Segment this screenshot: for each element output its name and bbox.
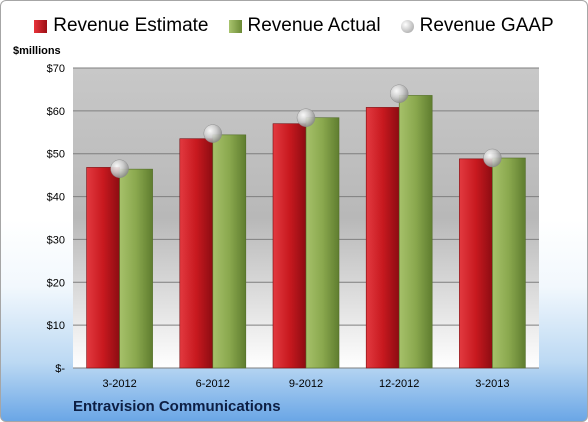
legend-item-actual: Revenue Actual — [228, 15, 381, 37]
marker-revenue-gaap — [389, 84, 409, 103]
marker-revenue-gaap — [110, 159, 129, 178]
y-tick-label: $40 — [47, 192, 65, 204]
y-tick-label: $50 — [47, 149, 65, 161]
legend-label-estimate: Revenue Estimate — [53, 15, 209, 36]
marker-revenue-gaap — [203, 124, 223, 143]
bar-revenue-actual — [398, 95, 433, 369]
legend-swatch-actual — [228, 19, 242, 33]
bar-revenue-estimate — [86, 167, 120, 369]
y-axis-unit-label: $millions — [13, 45, 61, 57]
bar-revenue-estimate — [179, 138, 214, 369]
bar-revenue-estimate — [459, 158, 493, 369]
legend-label-gaap: Revenue GAAP — [419, 15, 554, 36]
y-tick-label: $30 — [47, 234, 65, 246]
bar-series — [86, 95, 526, 369]
legend-label-actual: Revenue Actual — [247, 15, 381, 36]
x-tick-label: 12-2012 — [379, 378, 419, 390]
company-name: Entravision Communications — [73, 398, 281, 415]
marker-revenue-gaap — [483, 148, 502, 168]
x-axis-ticks: 3-2012 6-2012 9-2012 12-2012 3-2013 — [102, 378, 509, 390]
y-tick-label: $60 — [47, 106, 65, 118]
y-axis-ticks: $- $10 $20 $30 $40 $50 $60 $70 — [47, 63, 66, 375]
y-tick-label: $- — [55, 363, 65, 375]
bar-revenue-actual — [492, 157, 526, 369]
x-tick-label: 9-2012 — [289, 378, 323, 390]
legend-swatch-gaap — [400, 19, 414, 33]
bar-revenue-actual — [212, 134, 247, 369]
bar-revenue-estimate — [272, 123, 307, 369]
bar-revenue-actual — [305, 117, 340, 369]
legend-item-gaap: Revenue GAAP — [400, 15, 554, 37]
x-tick-label: 6-2012 — [196, 378, 230, 390]
x-tick-label: 3-2013 — [475, 378, 509, 390]
y-tick-label: $20 — [47, 277, 65, 289]
legend-swatch-estimate — [34, 19, 48, 33]
legend-item-estimate: Revenue Estimate — [34, 15, 209, 37]
y-tick-label: $70 — [47, 63, 65, 75]
gaap-markers — [110, 84, 502, 178]
bar-revenue-estimate — [365, 107, 400, 369]
legend: Revenue Estimate Revenue Actual Revenue … — [1, 15, 587, 37]
bar-revenue-actual — [119, 168, 153, 369]
marker-revenue-gaap — [296, 108, 316, 127]
y-tick-label: $10 — [47, 320, 65, 332]
x-tick-label: 3-2012 — [102, 378, 136, 390]
